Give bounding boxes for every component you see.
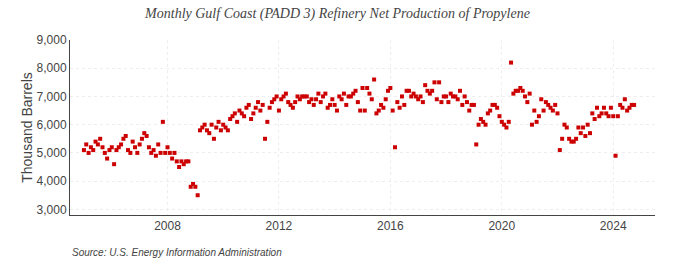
svg-text:6,000: 6,000 — [37, 118, 67, 132]
svg-text:2020: 2020 — [488, 219, 515, 233]
svg-text:3,000: 3,000 — [37, 203, 67, 217]
svg-text:2024: 2024 — [600, 219, 627, 233]
svg-text:Monthly Gulf Coast (PADD 3) Re: Monthly Gulf Coast (PADD 3) Refinery Net… — [144, 6, 530, 22]
svg-text:9,000: 9,000 — [37, 33, 67, 47]
svg-text:5,000: 5,000 — [37, 146, 67, 160]
svg-text:8,000: 8,000 — [37, 61, 67, 75]
svg-text:Thousand Barrels: Thousand Barrels — [19, 72, 35, 183]
svg-text:2012: 2012 — [266, 219, 293, 233]
svg-text:7,000: 7,000 — [37, 90, 67, 104]
svg-text:4,000: 4,000 — [37, 174, 67, 188]
svg-text:2016: 2016 — [377, 219, 404, 233]
svg-text:Source: U.S. Energy Informatio: Source: U.S. Energy Information Administ… — [72, 247, 282, 258]
svg-text:2008: 2008 — [154, 219, 181, 233]
